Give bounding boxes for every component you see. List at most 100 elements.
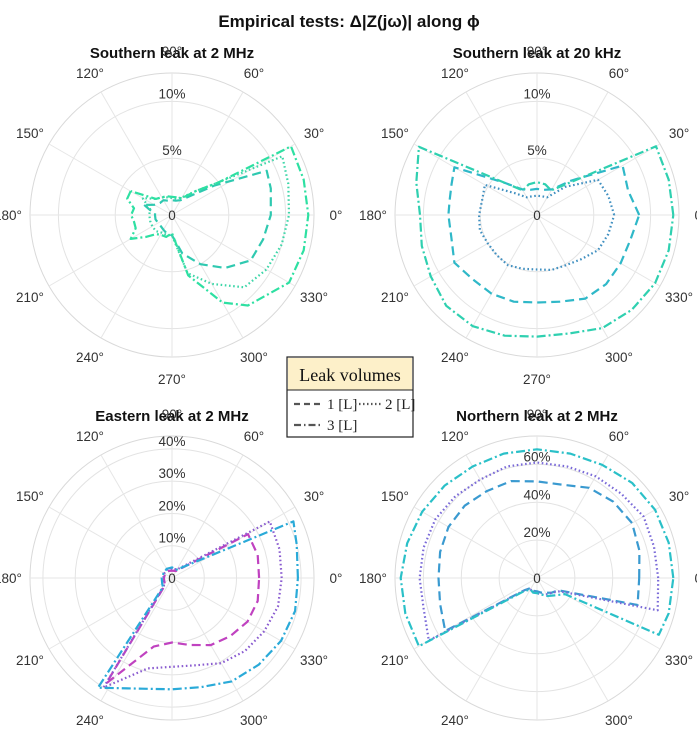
legend-item-1: 1 [L] <box>327 397 357 413</box>
polar-grid-spoke <box>48 214 173 287</box>
angle-tick-label: 90° <box>527 44 547 59</box>
angle-tick-label: 150° <box>381 489 409 504</box>
angle-tick-label: 240° <box>76 350 104 365</box>
angle-tick-label: 210° <box>16 653 44 668</box>
polar-grid-spoke <box>465 454 538 579</box>
angle-tick-label: 180° <box>0 571 22 586</box>
angle-tick-label: 90° <box>162 44 182 59</box>
series-line-1-l <box>105 533 261 685</box>
angle-tick-label: 270° <box>523 735 551 737</box>
chart-title: Eastern leak at 2 MHz <box>95 408 248 425</box>
angle-tick-label: 0° <box>330 208 343 223</box>
polar-grid-spoke <box>413 506 538 579</box>
polar-grid-spoke <box>536 214 661 287</box>
angle-tick-label: 180° <box>359 208 387 223</box>
angle-tick-label: 30° <box>669 489 689 504</box>
series-line-1-l <box>143 169 272 270</box>
radial-tick-label: 20% <box>158 498 185 513</box>
radial-tick-label: 0 <box>168 571 176 586</box>
angle-tick-label: 120° <box>76 66 104 81</box>
angle-tick-label: 330° <box>300 290 328 305</box>
angle-tick-label: 30° <box>304 489 324 504</box>
angle-tick-label: 270° <box>158 372 186 387</box>
chart-title: Southern leak at 2 MHz <box>90 45 254 62</box>
polar-grid-spoke <box>171 577 244 702</box>
series-line-3-l <box>415 145 675 338</box>
series-line-2-l <box>102 520 283 689</box>
polar-grid-spoke <box>465 577 538 702</box>
polar-grid-spoke <box>48 506 173 579</box>
radial-tick-label: 5% <box>162 143 182 158</box>
angle-tick-label: 300° <box>240 713 268 728</box>
polar-chart-northern-2mhz: Northern leak at 2 MHz 0° 30° 60° 90° 120° 150… <box>359 407 697 737</box>
polar-grid-spoke <box>171 454 244 579</box>
polar-grid-spoke <box>48 577 173 650</box>
polar-chart-southern-2mhz: Southern leak at 2 MHz 0° 30° 60° 90° 120° 150… <box>0 44 342 387</box>
angle-tick-label: 330° <box>300 653 328 668</box>
angle-tick-label: 150° <box>16 126 44 141</box>
angle-tick-label: 90° <box>527 407 547 422</box>
legend-item-2: 2 [L] <box>385 397 415 413</box>
angle-tick-label: 30° <box>669 126 689 141</box>
angle-tick-label: 120° <box>76 429 104 444</box>
angle-tick-label: 0° <box>695 571 697 586</box>
polar-grid-spoke <box>536 506 661 579</box>
series-line-2-l <box>418 461 660 642</box>
angle-tick-label: 150° <box>381 126 409 141</box>
polar-grid-spoke <box>413 577 538 650</box>
polar-grid-spoke <box>536 577 609 702</box>
angle-tick-label: 120° <box>441 66 469 81</box>
polar-grid-spoke <box>48 143 173 216</box>
polar-grid-spoke <box>171 214 244 339</box>
angle-tick-label: 90° <box>162 407 182 422</box>
angle-tick-label: 180° <box>359 571 387 586</box>
polar-grid-spoke <box>536 454 609 579</box>
angle-tick-label: 60° <box>609 429 629 444</box>
polar-grid-spoke <box>100 91 173 216</box>
angle-tick-label: 270° <box>523 372 551 387</box>
angle-tick-label: 0° <box>330 571 343 586</box>
polar-grid-spoke <box>171 91 244 216</box>
polar-grid-spoke <box>413 143 538 216</box>
chart-title: Southern leak at 20 kHz <box>453 45 621 62</box>
legend-title: Leak volumes <box>299 365 400 385</box>
series-line-1-l <box>437 480 641 633</box>
series-line-2-l <box>478 178 616 271</box>
polar-grid-spoke <box>171 214 296 287</box>
radial-tick-label: 0 <box>533 571 541 586</box>
angle-tick-label: 210° <box>381 653 409 668</box>
angle-tick-label: 330° <box>665 653 693 668</box>
polar-grid-spoke <box>100 577 173 702</box>
angle-tick-label: 210° <box>16 290 44 305</box>
polar-grid-spoke <box>100 214 173 339</box>
angle-tick-label: 270° <box>158 735 186 737</box>
radial-tick-label: 10% <box>158 531 185 546</box>
legend-item-3: 3 [L] <box>327 418 357 434</box>
radial-tick-label: 0 <box>168 208 176 223</box>
radial-tick-label: 20% <box>523 525 550 540</box>
radial-tick-label: 10% <box>523 86 550 101</box>
polar-grid-spoke <box>171 577 296 650</box>
radial-tick-label: 40% <box>158 434 185 449</box>
polar-grid-spoke <box>536 214 609 339</box>
series-line-3-l <box>399 448 675 648</box>
radial-tick-label: 5% <box>527 143 547 158</box>
angle-tick-label: 60° <box>244 429 264 444</box>
angle-tick-label: 60° <box>609 66 629 81</box>
angle-tick-label: 240° <box>441 713 469 728</box>
angle-tick-label: 240° <box>76 713 104 728</box>
angle-tick-label: 120° <box>441 429 469 444</box>
chart-title: Northern leak at 2 MHz <box>456 408 618 425</box>
polar-grid-spoke <box>536 577 661 650</box>
legend: Leak volumes 1 [L] 2 [L] 3 [L] <box>286 356 415 438</box>
polar-chart-southern-20khz: Southern leak at 20 kHz 0° 30° 60° 90° 120° 15… <box>359 44 697 387</box>
angle-tick-label: 330° <box>665 290 693 305</box>
legend-title-background <box>288 358 412 390</box>
angle-tick-label: 210° <box>381 290 409 305</box>
series-line-3-l <box>96 520 299 691</box>
angle-tick-label: 60° <box>244 66 264 81</box>
angle-tick-label: 150° <box>16 489 44 504</box>
polar-grid-spoke <box>465 214 538 339</box>
radial-tick-label: 0 <box>533 208 541 223</box>
